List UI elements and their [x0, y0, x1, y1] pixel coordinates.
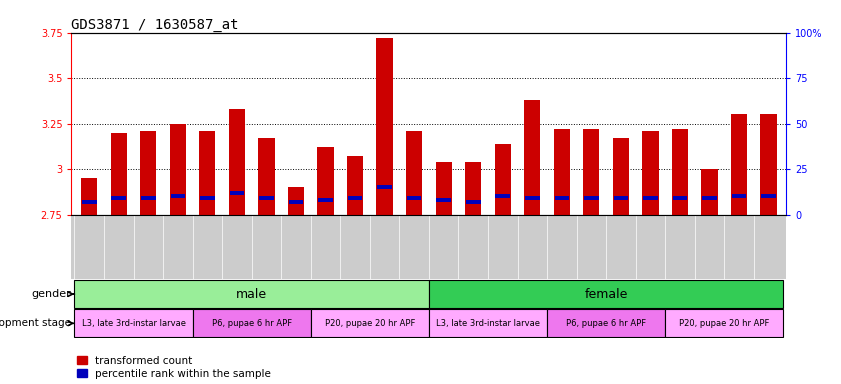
- Bar: [140, 131, 156, 215]
- Bar: [731, 114, 747, 215]
- Bar: [200, 196, 214, 200]
- Bar: [429, 280, 783, 308]
- Legend: transformed count, percentile rank within the sample: transformed count, percentile rank withi…: [77, 356, 272, 379]
- Text: GDS3871 / 1630587_at: GDS3871 / 1630587_at: [71, 18, 239, 31]
- Bar: [614, 196, 628, 200]
- Bar: [193, 309, 311, 337]
- Bar: [584, 129, 600, 215]
- Bar: [465, 162, 481, 215]
- Text: P6, pupae 6 hr APF: P6, pupae 6 hr APF: [566, 319, 646, 328]
- Bar: [672, 129, 688, 215]
- Bar: [407, 196, 421, 200]
- Bar: [75, 280, 429, 308]
- Text: male: male: [236, 288, 267, 301]
- Bar: [311, 309, 429, 337]
- Bar: [112, 196, 126, 200]
- Bar: [761, 194, 776, 198]
- Bar: [377, 38, 393, 215]
- Bar: [288, 200, 304, 204]
- Bar: [643, 196, 658, 200]
- Bar: [199, 131, 215, 215]
- Bar: [643, 131, 659, 215]
- Bar: [347, 196, 362, 200]
- Bar: [547, 309, 665, 337]
- Bar: [230, 191, 244, 195]
- Bar: [429, 309, 547, 337]
- Bar: [436, 162, 452, 215]
- Bar: [553, 129, 570, 215]
- Bar: [554, 196, 569, 200]
- Bar: [378, 185, 392, 189]
- Bar: [75, 309, 193, 337]
- Text: L3, late 3rd-instar larvae: L3, late 3rd-instar larvae: [436, 319, 540, 328]
- Bar: [525, 196, 540, 200]
- Bar: [258, 138, 274, 215]
- Bar: [613, 138, 629, 215]
- Bar: [702, 196, 717, 200]
- Bar: [111, 132, 127, 215]
- Bar: [466, 200, 480, 204]
- Bar: [732, 194, 746, 198]
- Bar: [701, 169, 717, 215]
- Bar: [347, 156, 363, 215]
- Bar: [81, 178, 98, 215]
- Bar: [82, 200, 97, 204]
- Bar: [171, 194, 185, 198]
- Bar: [495, 194, 510, 198]
- Bar: [317, 147, 334, 215]
- Text: female: female: [584, 288, 628, 301]
- Bar: [318, 198, 333, 202]
- Bar: [524, 100, 541, 215]
- Bar: [141, 196, 156, 200]
- Text: P20, pupae 20 hr APF: P20, pupae 20 hr APF: [325, 319, 415, 328]
- Text: P6, pupae 6 hr APF: P6, pupae 6 hr APF: [212, 319, 292, 328]
- Bar: [584, 196, 599, 200]
- Bar: [760, 114, 777, 215]
- Bar: [229, 109, 245, 215]
- Bar: [665, 309, 783, 337]
- Bar: [495, 144, 510, 215]
- Bar: [288, 187, 304, 215]
- Bar: [259, 196, 274, 200]
- Text: L3, late 3rd-instar larvae: L3, late 3rd-instar larvae: [82, 319, 186, 328]
- Bar: [406, 131, 422, 215]
- Text: development stage: development stage: [0, 318, 71, 328]
- Bar: [673, 196, 687, 200]
- Text: gender: gender: [31, 289, 71, 299]
- Text: P20, pupae 20 hr APF: P20, pupae 20 hr APF: [680, 319, 770, 328]
- Bar: [436, 198, 451, 202]
- Bar: [170, 124, 186, 215]
